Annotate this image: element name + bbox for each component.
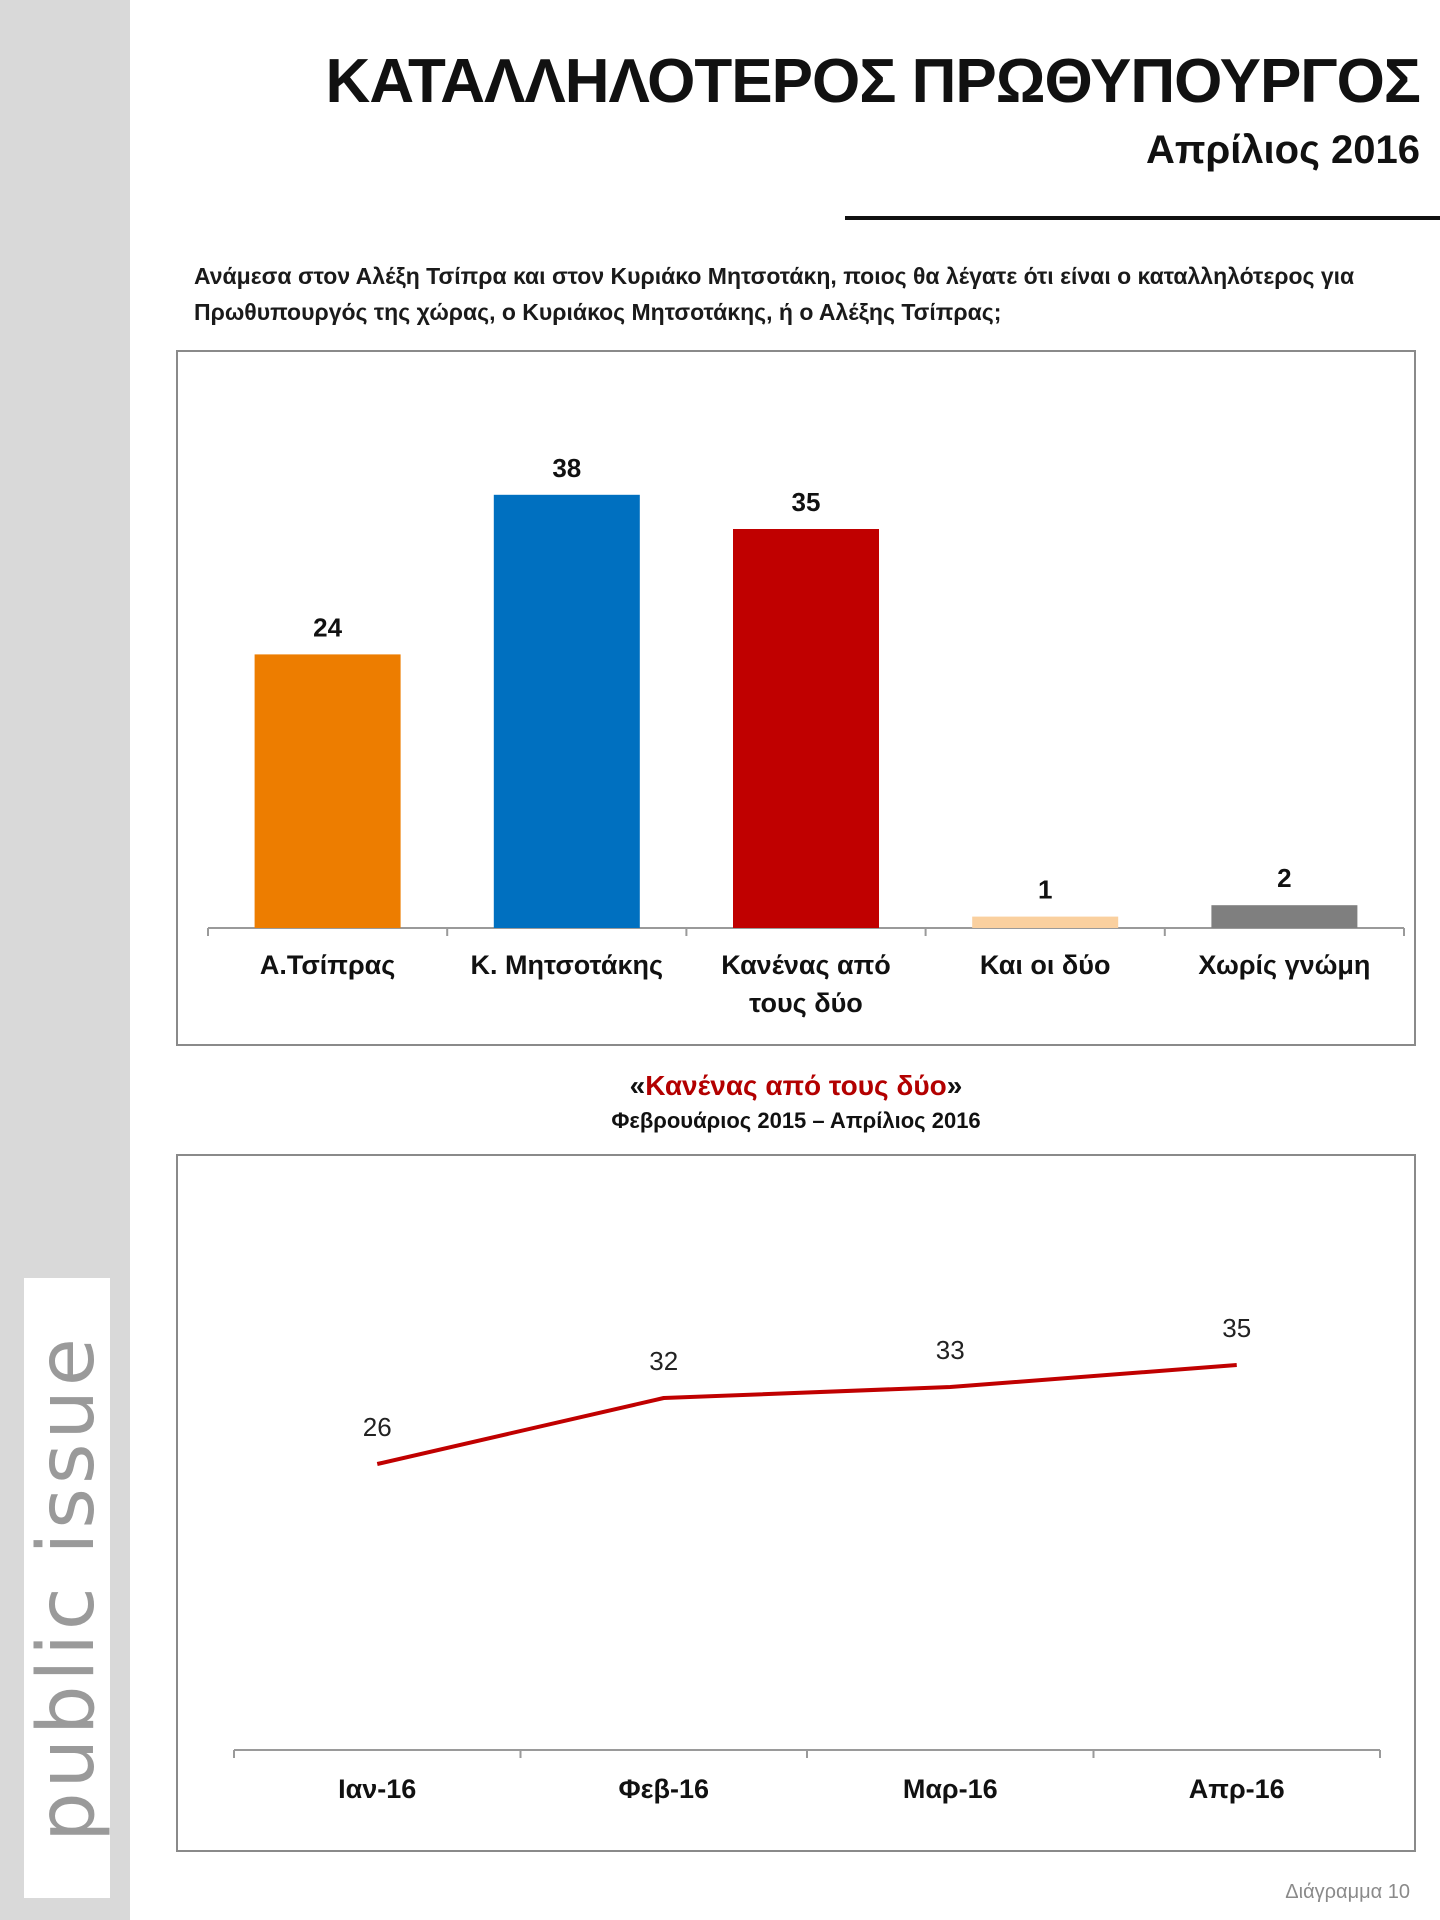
line-data-label: 32 [649, 1346, 678, 1376]
x-tick-label: Και οι δύο [980, 950, 1111, 980]
quote-open: « [629, 1070, 646, 1101]
series-line [376, 1363, 1237, 1466]
page-title: ΚΑΤΑΛΛΗΛΟΤΕΡΟΣ ΠΡΩΘΥΠΟΥΡΓΟΣ [325, 47, 1421, 116]
bar-data-label: 38 [552, 453, 581, 483]
x-tick-label: Α.Τσίπρας [260, 950, 395, 980]
bar-data-label: 1 [1038, 875, 1052, 905]
x-tick-label: Φεβ-16 [619, 1774, 709, 1804]
bar [493, 494, 640, 928]
bar-chart: 24 Α.Τσίπρας 38 Κ. Μητσοτάκης 35 Κανένας από τ… [207, 453, 1405, 1018]
x-tick-label: τους δύο [749, 988, 863, 1018]
x-tick-label: Κ. Μητσοτάκης [471, 950, 663, 980]
line-data-label: 26 [363, 1412, 392, 1442]
quote-close: » [946, 1070, 963, 1101]
line-data-label: 35 [1222, 1313, 1251, 1343]
line-chart: 26 Ιαν-16 32 Φεβ-16 33 Μαρ-16 35 Απρ-16 [233, 1313, 1381, 1804]
bar [254, 654, 401, 928]
diagram-number: Διάγραμμα 10 [1285, 1881, 1410, 1903]
bar [972, 916, 1119, 928]
page-subtitle: Απρίλιος 2016 [1145, 128, 1420, 172]
x-tick-label: Χωρίς γνώμη [1198, 950, 1370, 980]
line-chart-subtitle: Φεβρουάριος 2015 – Απρίλιος 2016 [611, 1108, 981, 1133]
line-data-label: 33 [936, 1335, 965, 1365]
x-tick-label: Μαρ-16 [903, 1774, 998, 1804]
line-chart-title: «Κανένας από τους δύο» [176, 1070, 1416, 1102]
bar [733, 529, 879, 928]
x-tick-label: Ιαν-16 [338, 1774, 416, 1804]
public-issue-logo: public issue [22, 1334, 112, 1842]
bar-data-label: 35 [792, 487, 821, 517]
x-tick-label: Κανένας από [721, 950, 891, 980]
logo-panel [24, 1278, 110, 1898]
title-divider [845, 216, 1440, 220]
bar [1211, 905, 1358, 928]
bar-data-label: 2 [1277, 863, 1291, 893]
line-chart-panel: 26 Ιαν-16 32 Φεβ-16 33 Μαρ-16 35 Απρ-16 [176, 1154, 1416, 1852]
survey-question: Ανάμεσα στον Αλέξη Τσίπρα και στον Κυριά… [194, 263, 1355, 325]
x-tick-label: Απρ-16 [1189, 1774, 1285, 1804]
bar-data-label: 24 [313, 612, 342, 642]
bar-chart-panel: 24 Α.Τσίπρας 38 Κ. Μητσοτάκης 35 Κανένας από τ… [176, 350, 1416, 1046]
line-chart-title-text: Κανένας από τους δύο [645, 1070, 947, 1101]
